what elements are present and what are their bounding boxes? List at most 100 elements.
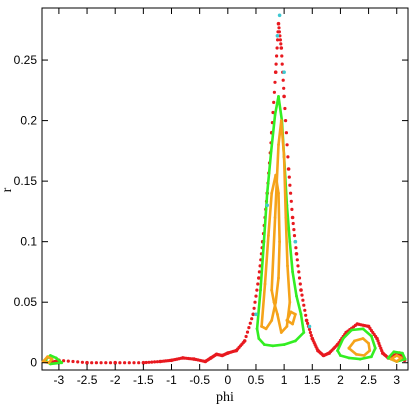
data-point — [245, 330, 250, 334]
data-point — [141, 360, 146, 365]
data-point — [262, 240, 266, 244]
data-point — [283, 106, 287, 111]
data-point — [260, 325, 263, 328]
data-point — [60, 361, 64, 365]
data-point — [276, 21, 281, 26]
orbit-loop — [260, 173, 281, 331]
x-tick-label: 0 — [224, 373, 231, 387]
data-point — [280, 62, 284, 66]
data-point — [286, 155, 290, 159]
data-point — [76, 360, 80, 364]
x-tick-label: 2 — [337, 373, 344, 387]
data-point — [137, 361, 141, 365]
data-point — [299, 288, 303, 292]
data-point — [190, 357, 194, 361]
data-point — [282, 86, 286, 90]
data-point — [285, 319, 289, 322]
data-point — [277, 191, 280, 195]
x-tick-label: 2.5 — [360, 373, 377, 387]
data-point — [251, 312, 255, 317]
data-point — [287, 175, 291, 179]
data-point — [147, 360, 151, 364]
data-point — [267, 234, 270, 238]
data-point — [297, 270, 301, 274]
data-point — [302, 331, 306, 334]
data-point — [350, 328, 354, 332]
data-point — [286, 167, 291, 171]
data-point — [270, 288, 274, 292]
data-point — [334, 344, 338, 348]
series-0 — [49, 21, 407, 365]
data-point — [248, 321, 252, 325]
x-tick-label: 1.5 — [304, 373, 321, 387]
data-point — [276, 38, 280, 42]
data-point — [277, 143, 280, 147]
data-point — [263, 343, 266, 346]
data-point — [285, 325, 289, 328]
data-point — [341, 337, 345, 340]
data-point — [47, 361, 51, 365]
data-point — [280, 54, 284, 58]
data-point — [303, 308, 307, 312]
tick-layer: -3 -2.5 -2 -1.5 -1 -0.5 0 0.5 1 1.5 2 2.5 3 0 0.05 0.1 0… — [14, 8, 408, 387]
data-point — [274, 62, 278, 66]
data-point — [275, 34, 280, 38]
x-tick-label: -1.5 — [133, 373, 154, 387]
data-point — [265, 191, 269, 195]
data-point — [289, 199, 293, 203]
data-point — [46, 355, 49, 359]
data-point — [49, 354, 52, 357]
data-point — [378, 344, 382, 348]
data-point — [256, 282, 260, 286]
data-point — [104, 361, 108, 365]
series-11 — [254, 13, 312, 329]
data-point — [284, 216, 288, 219]
data-point — [276, 312, 279, 316]
data-point — [294, 252, 299, 256]
data-point — [380, 349, 384, 353]
data-point — [233, 349, 237, 353]
data-point — [290, 215, 295, 220]
data-point — [294, 246, 298, 250]
data-point — [99, 361, 103, 365]
data-point — [361, 337, 365, 340]
data-point — [123, 361, 127, 365]
data-point — [271, 344, 275, 348]
data-point — [294, 339, 297, 343]
data-point — [353, 323, 357, 327]
data-point — [365, 324, 369, 328]
data-point — [118, 361, 122, 365]
y-tick-label: 0.25 — [14, 53, 38, 67]
data-point — [127, 361, 131, 365]
data-point — [54, 356, 58, 360]
data-point — [282, 94, 286, 99]
data-point — [80, 360, 84, 364]
data-point — [272, 300, 276, 304]
data-point — [389, 357, 393, 361]
data-point — [295, 294, 298, 298]
data-point — [247, 326, 251, 330]
data-point — [294, 312, 297, 316]
data-point — [277, 95, 280, 98]
data-point — [291, 221, 295, 226]
data-point — [376, 339, 380, 343]
data-point — [282, 155, 286, 159]
data-point — [401, 351, 404, 355]
data-point — [273, 70, 278, 74]
data-point — [362, 354, 366, 357]
series-6 — [270, 119, 292, 334]
data-point — [250, 317, 254, 321]
data-point — [279, 331, 283, 334]
data-point — [179, 356, 183, 360]
data-point — [354, 352, 358, 356]
x-tick-label: -1 — [166, 373, 177, 387]
series-8 — [347, 337, 372, 357]
data-point — [252, 306, 256, 310]
data-point — [241, 341, 245, 345]
data-point — [255, 327, 259, 331]
orbit-loop — [270, 119, 292, 334]
data-point — [270, 319, 274, 322]
data-point — [353, 339, 356, 343]
data-point — [271, 110, 275, 115]
data-point — [71, 359, 75, 364]
